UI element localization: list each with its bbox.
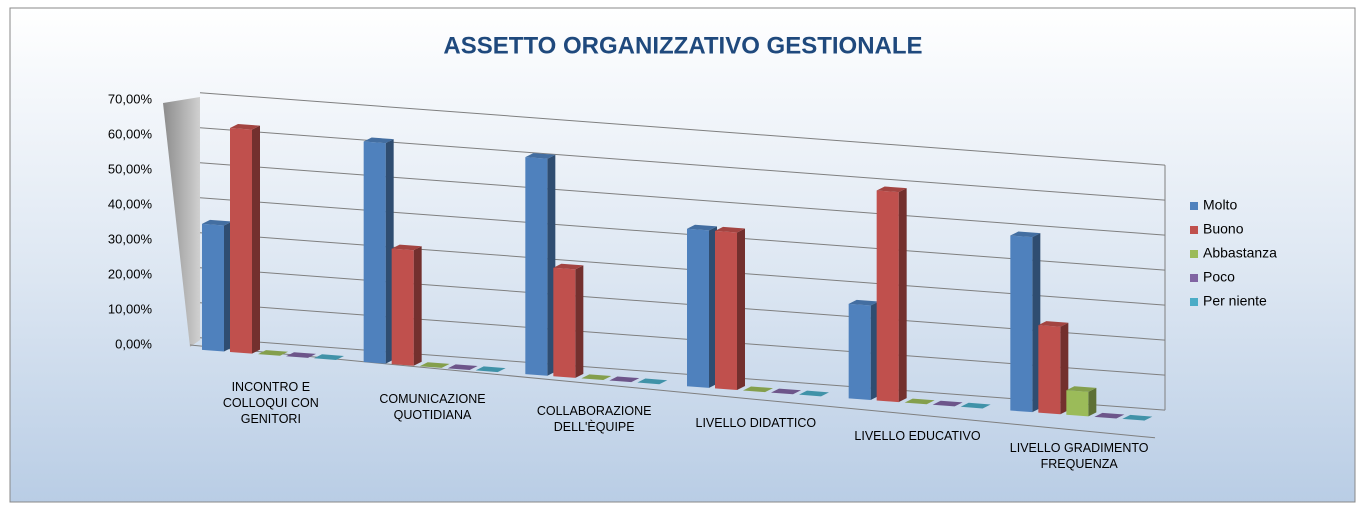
- legend-label: Buono: [1203, 221, 1244, 237]
- bar: [1066, 390, 1089, 417]
- x-tick-label: LIVELLO DIDATTICO: [695, 416, 817, 431]
- bar-top: [447, 364, 478, 370]
- x-tick-label: COMUNICAZIONE QUOTIDIANA: [379, 392, 486, 423]
- bar: [876, 190, 899, 403]
- bar-top: [904, 398, 935, 405]
- grid-line: [199, 267, 1166, 341]
- x-tick-label: LIVELLO GRADIMENTO FREQUENZA: [1009, 440, 1149, 471]
- grid-line: [199, 302, 1166, 376]
- bar-top: [553, 263, 584, 270]
- bar: [391, 248, 414, 366]
- bar: [1010, 235, 1033, 413]
- bar-top: [687, 224, 717, 231]
- bar-top: [960, 402, 991, 409]
- y-tick-label: 70,00%: [108, 91, 153, 106]
- y-tick-label: 60,00%: [108, 126, 153, 141]
- grid-line: [199, 127, 1166, 201]
- bar-side: [252, 125, 260, 354]
- x-tick-label: COLLABORAZIONE DELL'ÈQUIPE: [536, 404, 652, 435]
- bar-top: [1010, 231, 1041, 238]
- y-tick-label: 50,00%: [108, 161, 153, 176]
- bar-top: [286, 352, 316, 358]
- bar-top: [314, 354, 344, 360]
- y-tick-label: 20,00%: [108, 266, 153, 281]
- bar-top: [1122, 414, 1153, 421]
- bar-top: [715, 226, 745, 233]
- legend-label: Molto: [1203, 197, 1237, 213]
- bar-side: [737, 228, 745, 391]
- bar: [1038, 325, 1061, 415]
- bar: [525, 157, 548, 376]
- bar-top: [202, 219, 232, 226]
- y-tick-label: 30,00%: [108, 231, 153, 246]
- bar-side: [1088, 387, 1097, 417]
- bar-top: [637, 378, 668, 385]
- legend-label: Abbastanza: [1203, 245, 1277, 261]
- bar: [363, 141, 386, 364]
- bar: [230, 128, 252, 354]
- bar: [848, 303, 871, 401]
- bar-top: [1038, 321, 1069, 327]
- bar: [687, 228, 709, 388]
- bar-top: [848, 299, 879, 306]
- side-wall: [163, 97, 200, 347]
- y-tick-label: 40,00%: [108, 196, 153, 211]
- bar-side: [575, 265, 584, 378]
- x-tick-label: INCONTRO E COLLOQUI CON GENITORI: [222, 380, 319, 427]
- bar-top: [1066, 386, 1097, 392]
- legend-swatch: [1190, 250, 1198, 258]
- bar-top: [391, 244, 422, 251]
- legend-swatch: [1190, 202, 1198, 210]
- bar-top: [932, 400, 963, 407]
- y-tick-label: 0,00%: [115, 336, 152, 351]
- bar: [202, 223, 224, 352]
- bar-top: [581, 374, 612, 380]
- bar: [715, 230, 737, 391]
- x-tick-label: LIVELLO EDUCATIVO: [854, 428, 981, 443]
- grid-line: [199, 232, 1166, 306]
- legend-label: Per niente: [1203, 293, 1267, 309]
- bar-top: [363, 137, 394, 144]
- legend-label: Poco: [1203, 269, 1235, 285]
- bar-top: [743, 386, 773, 393]
- bar-top: [1094, 412, 1125, 419]
- bar-top: [419, 362, 450, 368]
- floor-edge: [189, 344, 1156, 439]
- grid-line: [199, 197, 1166, 271]
- bar: [553, 267, 576, 378]
- bar-top: [475, 366, 506, 373]
- bar-top: [258, 350, 288, 356]
- legend-swatch: [1190, 274, 1198, 282]
- bar-top: [230, 124, 260, 130]
- bar-top: [799, 390, 829, 397]
- grid-line: [199, 92, 1166, 166]
- legend-swatch: [1190, 298, 1198, 306]
- chart-title: ASSETTO ORGANIZZATIVO GESTIONALE: [443, 32, 922, 59]
- grid-line: [199, 337, 1166, 411]
- bar-top: [771, 388, 801, 395]
- bar-top: [525, 153, 556, 159]
- bar-side: [413, 246, 422, 366]
- bar-side: [898, 188, 907, 403]
- bar-top: [609, 376, 640, 383]
- y-tick-label: 10,00%: [108, 301, 153, 316]
- bar-top: [876, 186, 907, 193]
- grid-line: [199, 162, 1166, 236]
- legend-swatch: [1190, 226, 1198, 234]
